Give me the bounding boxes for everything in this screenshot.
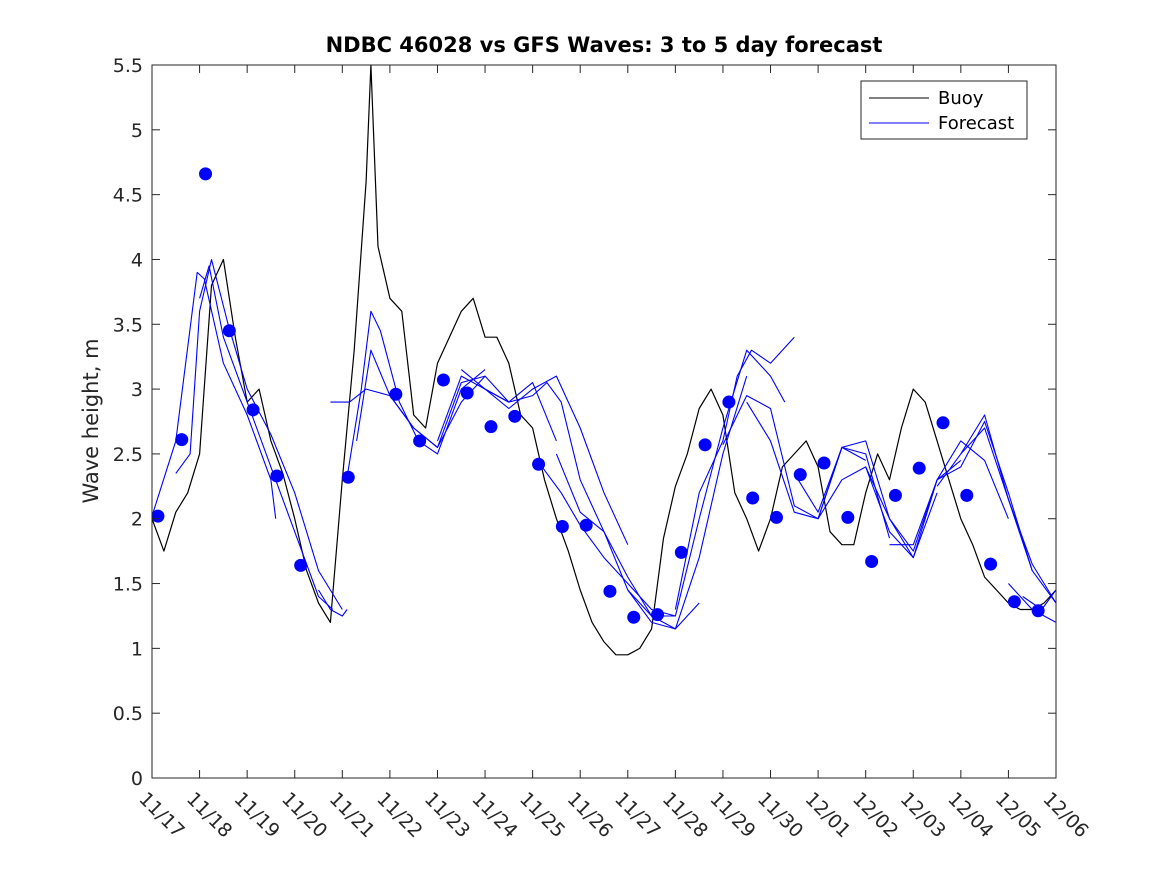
y-tick-label: 0 (131, 768, 143, 790)
y-tick-label: 1 (131, 638, 143, 660)
forecast-marker (460, 386, 474, 400)
forecast-marker (769, 510, 783, 524)
chart-title: NDBC 46028 vs GFS Waves: 3 to 5 day fore… (326, 33, 883, 57)
y-tick-label: 2 (131, 509, 143, 531)
forecast-marker (579, 518, 593, 532)
forecast-marker (984, 557, 998, 571)
legend-buoy-label: Buoy (938, 88, 984, 109)
forecast-marker (888, 488, 902, 502)
forecast-marker (865, 555, 879, 569)
forecast-marker (222, 324, 236, 338)
y-axis-label: Wave height, m (79, 338, 103, 503)
forecast-run-line (936, 427, 1056, 604)
forecast-marker (912, 461, 926, 475)
forecast-run-line (152, 271, 277, 519)
forecast-run-line (318, 589, 348, 617)
forecast-marker (936, 416, 950, 430)
forecast-marker (175, 433, 189, 447)
forecast-marker (436, 373, 450, 387)
y-tick-label: 5.5 (113, 55, 143, 77)
marker-layer (151, 167, 1045, 624)
legend-box (860, 80, 1028, 140)
y-tick-label: 4.5 (113, 185, 143, 207)
y-tick-label: 0.5 (113, 703, 143, 725)
legend: Buoy Forecast (860, 80, 1028, 140)
forecast-marker (603, 584, 617, 598)
forecast-run-line (484, 382, 653, 617)
forecast-run-line (889, 420, 1033, 571)
forecast-marker (722, 395, 736, 409)
forecast-run-line (175, 258, 343, 610)
forecast-marker (841, 510, 855, 524)
forecast-run-line (627, 375, 748, 630)
forecast-run-line (674, 336, 795, 610)
forecast-marker (294, 558, 308, 572)
forecast-marker (508, 409, 522, 423)
y-tick-label: 3 (131, 379, 143, 401)
forecast-run-line (460, 369, 629, 545)
forecast-marker (817, 456, 831, 470)
axes-layer (151, 64, 1057, 779)
plot-series-group (151, 65, 1056, 656)
y-tick-label: 3.5 (113, 314, 143, 336)
series-layer (152, 65, 1056, 656)
forecast-marker (413, 434, 427, 448)
forecast-marker (389, 387, 403, 401)
y-axis-ticks: 0 0.5 1 1.5 2 2.5 3 3.5 4 4.5 5 5.5 (113, 55, 1056, 790)
forecast-marker (532, 457, 546, 471)
forecast-marker (651, 608, 665, 622)
forecast-marker (746, 491, 760, 505)
forecast-marker (151, 509, 165, 523)
forecast-run-line (356, 349, 510, 448)
forecast-marker (246, 403, 260, 417)
forecast-marker (270, 469, 284, 483)
y-tick-label: 4 (131, 249, 143, 271)
forecast-marker (1007, 595, 1021, 609)
forecast-marker (698, 438, 712, 452)
forecast-marker (674, 545, 688, 559)
forecast-marker (793, 468, 807, 482)
forecast-marker (199, 167, 213, 181)
y-tick-label: 2.5 (113, 444, 143, 466)
forecast-run-line (541, 466, 676, 617)
forecast-run-line (199, 265, 334, 610)
legend-forecast-label: Forecast (938, 113, 1014, 134)
axes-box (151, 64, 1057, 779)
plot-area (152, 65, 1056, 778)
forecast-marker (627, 610, 641, 624)
y-tick-label: 5 (131, 120, 143, 142)
forecast-marker (484, 420, 498, 434)
y-tick-label: 1.5 (113, 574, 143, 596)
forecast-run-line (651, 349, 786, 617)
forecast-marker (960, 488, 974, 502)
forecast-run-line (960, 414, 1056, 604)
forecast-marker (1031, 604, 1045, 618)
forecast-run-line (346, 310, 486, 478)
forecast-marker (341, 470, 355, 484)
forecast-marker (555, 520, 569, 534)
